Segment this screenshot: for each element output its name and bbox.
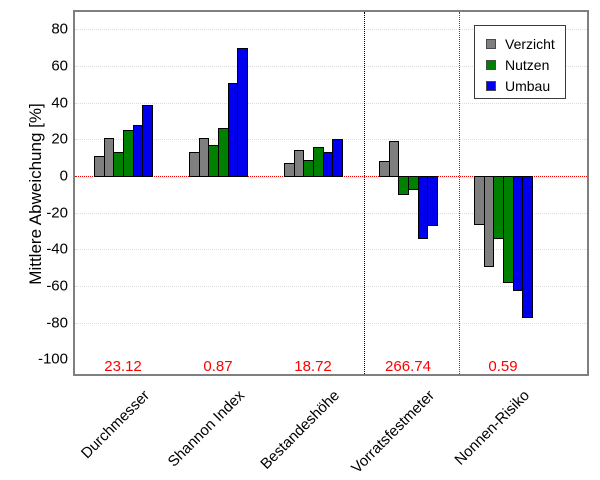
y-tick-label: -100 — [37, 350, 68, 368]
black-separator-line — [364, 12, 365, 374]
y-tick-label: 20 — [51, 130, 68, 148]
gridline — [75, 322, 587, 324]
gridline — [75, 249, 587, 251]
y-tick-label: 40 — [51, 94, 68, 112]
bar-umbau-3 — [332, 139, 343, 177]
y-tick-label: -40 — [46, 240, 68, 258]
x-category-label: Durchmesser — [77, 387, 154, 463]
bar-umbau-4 — [427, 176, 438, 227]
legend-item: Nutzen — [486, 54, 565, 75]
bar-umbau-1 — [142, 104, 153, 177]
legend-swatch-nutzen — [486, 59, 496, 70]
red-separator-line — [459, 12, 460, 374]
baseline-value: 0.59 — [488, 358, 518, 375]
gridline — [75, 102, 587, 104]
y-tick-label: 60 — [51, 57, 68, 75]
y-tick-label: -60 — [46, 277, 68, 295]
baseline-value: 266.74 — [385, 358, 431, 375]
bar-umbau-2 — [237, 47, 248, 177]
legend-item: Verzicht — [486, 33, 565, 54]
gridline — [75, 29, 587, 31]
gridline — [75, 139, 587, 141]
gridline — [75, 66, 587, 67]
y-tick-label: -80 — [46, 314, 68, 332]
gridline — [75, 285, 587, 287]
legend: Verzicht Nutzen Umbau — [474, 25, 566, 99]
legend-label: Nutzen — [505, 56, 550, 73]
y-tick-label: 80 — [51, 20, 68, 38]
bar-umbau-5 — [522, 176, 533, 319]
baseline-value: 0.87 — [203, 358, 233, 375]
bar-verzicht-4 — [388, 141, 400, 177]
legend-swatch-verzicht — [486, 38, 496, 49]
legend-label: Umbau — [505, 77, 551, 94]
y-tick-label: -20 — [46, 204, 68, 222]
legend-item: Umbau — [486, 75, 565, 96]
baseline-value: 18.72 — [294, 358, 332, 375]
y-tick-label: 0 — [59, 167, 68, 185]
gridline — [75, 212, 587, 214]
legend-swatch-umbau — [486, 80, 496, 91]
legend-label: Verzicht — [505, 35, 555, 52]
baseline-value: 23.12 — [104, 358, 142, 375]
